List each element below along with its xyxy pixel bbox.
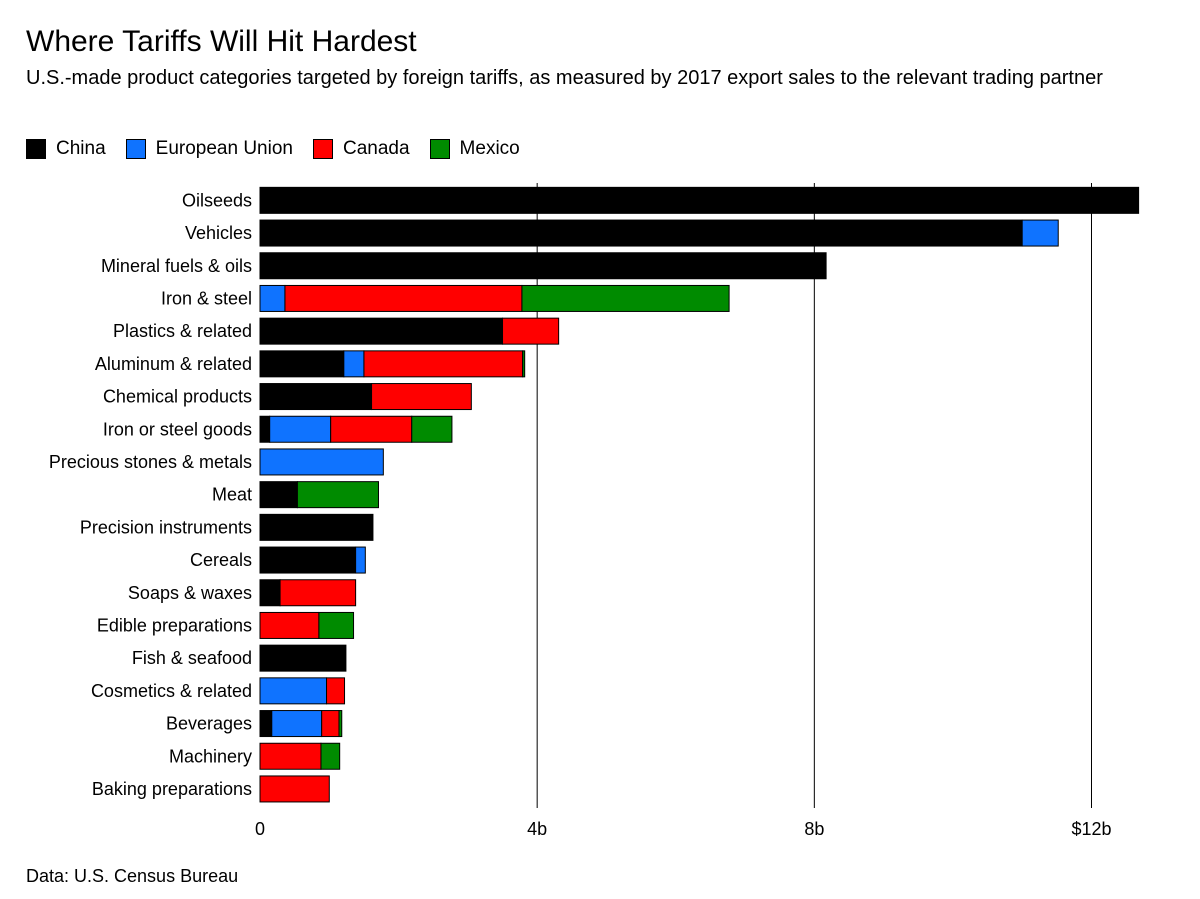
bar-iron-or-steel-goods-mexico bbox=[411, 415, 453, 443]
category-label-meat: Meat bbox=[212, 485, 252, 505]
bar-aluminum-and-related-mexico bbox=[522, 350, 526, 378]
category-label-plastics-and-related: Plastics & related bbox=[113, 321, 252, 341]
bar-fish-and-seafood-china bbox=[259, 644, 347, 672]
bar-aluminum-and-related-china bbox=[259, 350, 345, 378]
bar-oilseeds-china bbox=[259, 186, 1140, 214]
category-label-vehicles: Vehicles bbox=[185, 223, 252, 243]
bar-meat-china bbox=[259, 481, 298, 509]
tick-label-4b: 4b bbox=[527, 819, 547, 839]
bar-iron-and-steel-mexico bbox=[521, 284, 730, 312]
bar-cosmetics-and-related-european-union bbox=[259, 677, 328, 705]
bar-iron-and-steel-european-union bbox=[259, 284, 286, 312]
bar-beverages-european-union bbox=[271, 710, 323, 738]
bar-mineral-fuels-and-oils-china bbox=[259, 252, 827, 280]
category-label-beverages: Beverages bbox=[166, 714, 252, 734]
bar-vehicles-china bbox=[259, 219, 1023, 247]
bar-soaps-and-waxes-canada bbox=[279, 579, 357, 607]
legend-label-canada: Canada bbox=[342, 138, 410, 159]
tick-labels: 0 4b 8b $12b bbox=[255, 819, 1112, 839]
category-label-mineral-fuels-and-oils: Mineral fuels & oils bbox=[101, 256, 252, 276]
bar-aluminum-and-related-canada bbox=[363, 350, 524, 378]
category-label-chemical-products: Chemical products bbox=[103, 387, 252, 407]
chart-title: Where Tariffs Will Hit Hardest bbox=[26, 25, 417, 58]
bar-beverages-canada bbox=[321, 710, 340, 738]
category-label-cosmetics-and-related: Cosmetics & related bbox=[91, 681, 252, 701]
bars bbox=[259, 186, 1140, 803]
bar-edible-preparations-canada bbox=[259, 611, 320, 639]
tick-label-0: 0 bbox=[255, 819, 265, 839]
legend-swatch-mexico bbox=[429, 139, 450, 159]
bar-machinery-mexico bbox=[320, 742, 341, 770]
bar-cereals-european-union bbox=[355, 546, 366, 574]
bar-plastics-and-related-canada bbox=[502, 317, 560, 345]
legend-label-china: China bbox=[56, 138, 106, 159]
bar-vehicles-european-union bbox=[1021, 219, 1059, 247]
chart-subtitle: U.S.-made product categories targeted by… bbox=[26, 67, 1103, 89]
bar-cosmetics-and-related-canada bbox=[326, 677, 346, 705]
category-label-machinery: Machinery bbox=[169, 746, 252, 766]
category-label-baking-preparations: Baking preparations bbox=[92, 779, 252, 799]
bar-precious-stones-and-metals-european-union bbox=[259, 448, 384, 476]
bar-baking-preparations-canada bbox=[259, 775, 330, 803]
legend: China European Union Canada Mexico bbox=[26, 138, 540, 160]
category-label-oilseeds: Oilseeds bbox=[182, 190, 252, 210]
category-label-aluminum-and-related: Aluminum & related bbox=[95, 354, 252, 374]
category-label-fish-and-seafood: Fish & seafood bbox=[132, 648, 252, 668]
source-note: Data: U.S. Census Bureau bbox=[26, 866, 239, 886]
legend-item-mexico: Mexico bbox=[429, 138, 520, 160]
bar-edible-preparations-mexico bbox=[318, 611, 355, 639]
bar-aluminum-and-related-european-union bbox=[343, 350, 365, 378]
category-label-iron-and-steel: Iron & steel bbox=[161, 288, 252, 308]
legend-item-china: China bbox=[26, 138, 106, 160]
bar-iron-or-steel-goods-china bbox=[259, 415, 271, 443]
bar-meat-mexico bbox=[296, 481, 379, 509]
legend-label-european-union: European Union bbox=[155, 138, 293, 159]
legend-label-mexico: Mexico bbox=[459, 138, 520, 159]
category-label-iron-or-steel-goods: Iron or steel goods bbox=[103, 419, 252, 439]
tick-label-8b: 8b bbox=[804, 819, 824, 839]
category-label-edible-preparations: Edible preparations bbox=[97, 615, 252, 635]
bar-plastics-and-related-china bbox=[259, 317, 504, 345]
bar-chemical-products-canada bbox=[371, 383, 472, 411]
category-labels: Oilseeds Vehicles Mineral fuels & oils Iron… bbox=[49, 190, 252, 799]
category-label-precious-stones-and-metals: Precious stones & metals bbox=[49, 452, 252, 472]
bar-beverages-mexico bbox=[338, 710, 343, 738]
category-label-precision-instruments: Precision instruments bbox=[80, 517, 252, 537]
tick-label-12b: $12b bbox=[1071, 819, 1111, 839]
bar-precision-instruments-china bbox=[259, 513, 374, 541]
bar-iron-or-steel-goods-european-union bbox=[269, 415, 332, 443]
bar-beverages-china bbox=[259, 710, 273, 738]
legend-swatch-china bbox=[26, 139, 46, 159]
category-label-cereals: Cereals bbox=[190, 550, 252, 570]
bar-soaps-and-waxes-china bbox=[259, 579, 281, 607]
legend-item-canada: Canada bbox=[312, 138, 410, 160]
bar-iron-and-steel-canada bbox=[284, 284, 523, 312]
legend-swatch-european-union bbox=[125, 139, 146, 159]
bar-chemical-products-china bbox=[259, 383, 373, 411]
bar-iron-or-steel-goods-canada bbox=[330, 415, 413, 443]
bar-cereals-china bbox=[259, 546, 357, 574]
bar-machinery-canada bbox=[259, 742, 322, 770]
legend-item-european-union: European Union bbox=[125, 138, 293, 160]
legend-swatch-canada bbox=[312, 139, 333, 159]
category-label-soaps-and-waxes: Soaps & waxes bbox=[128, 583, 252, 603]
